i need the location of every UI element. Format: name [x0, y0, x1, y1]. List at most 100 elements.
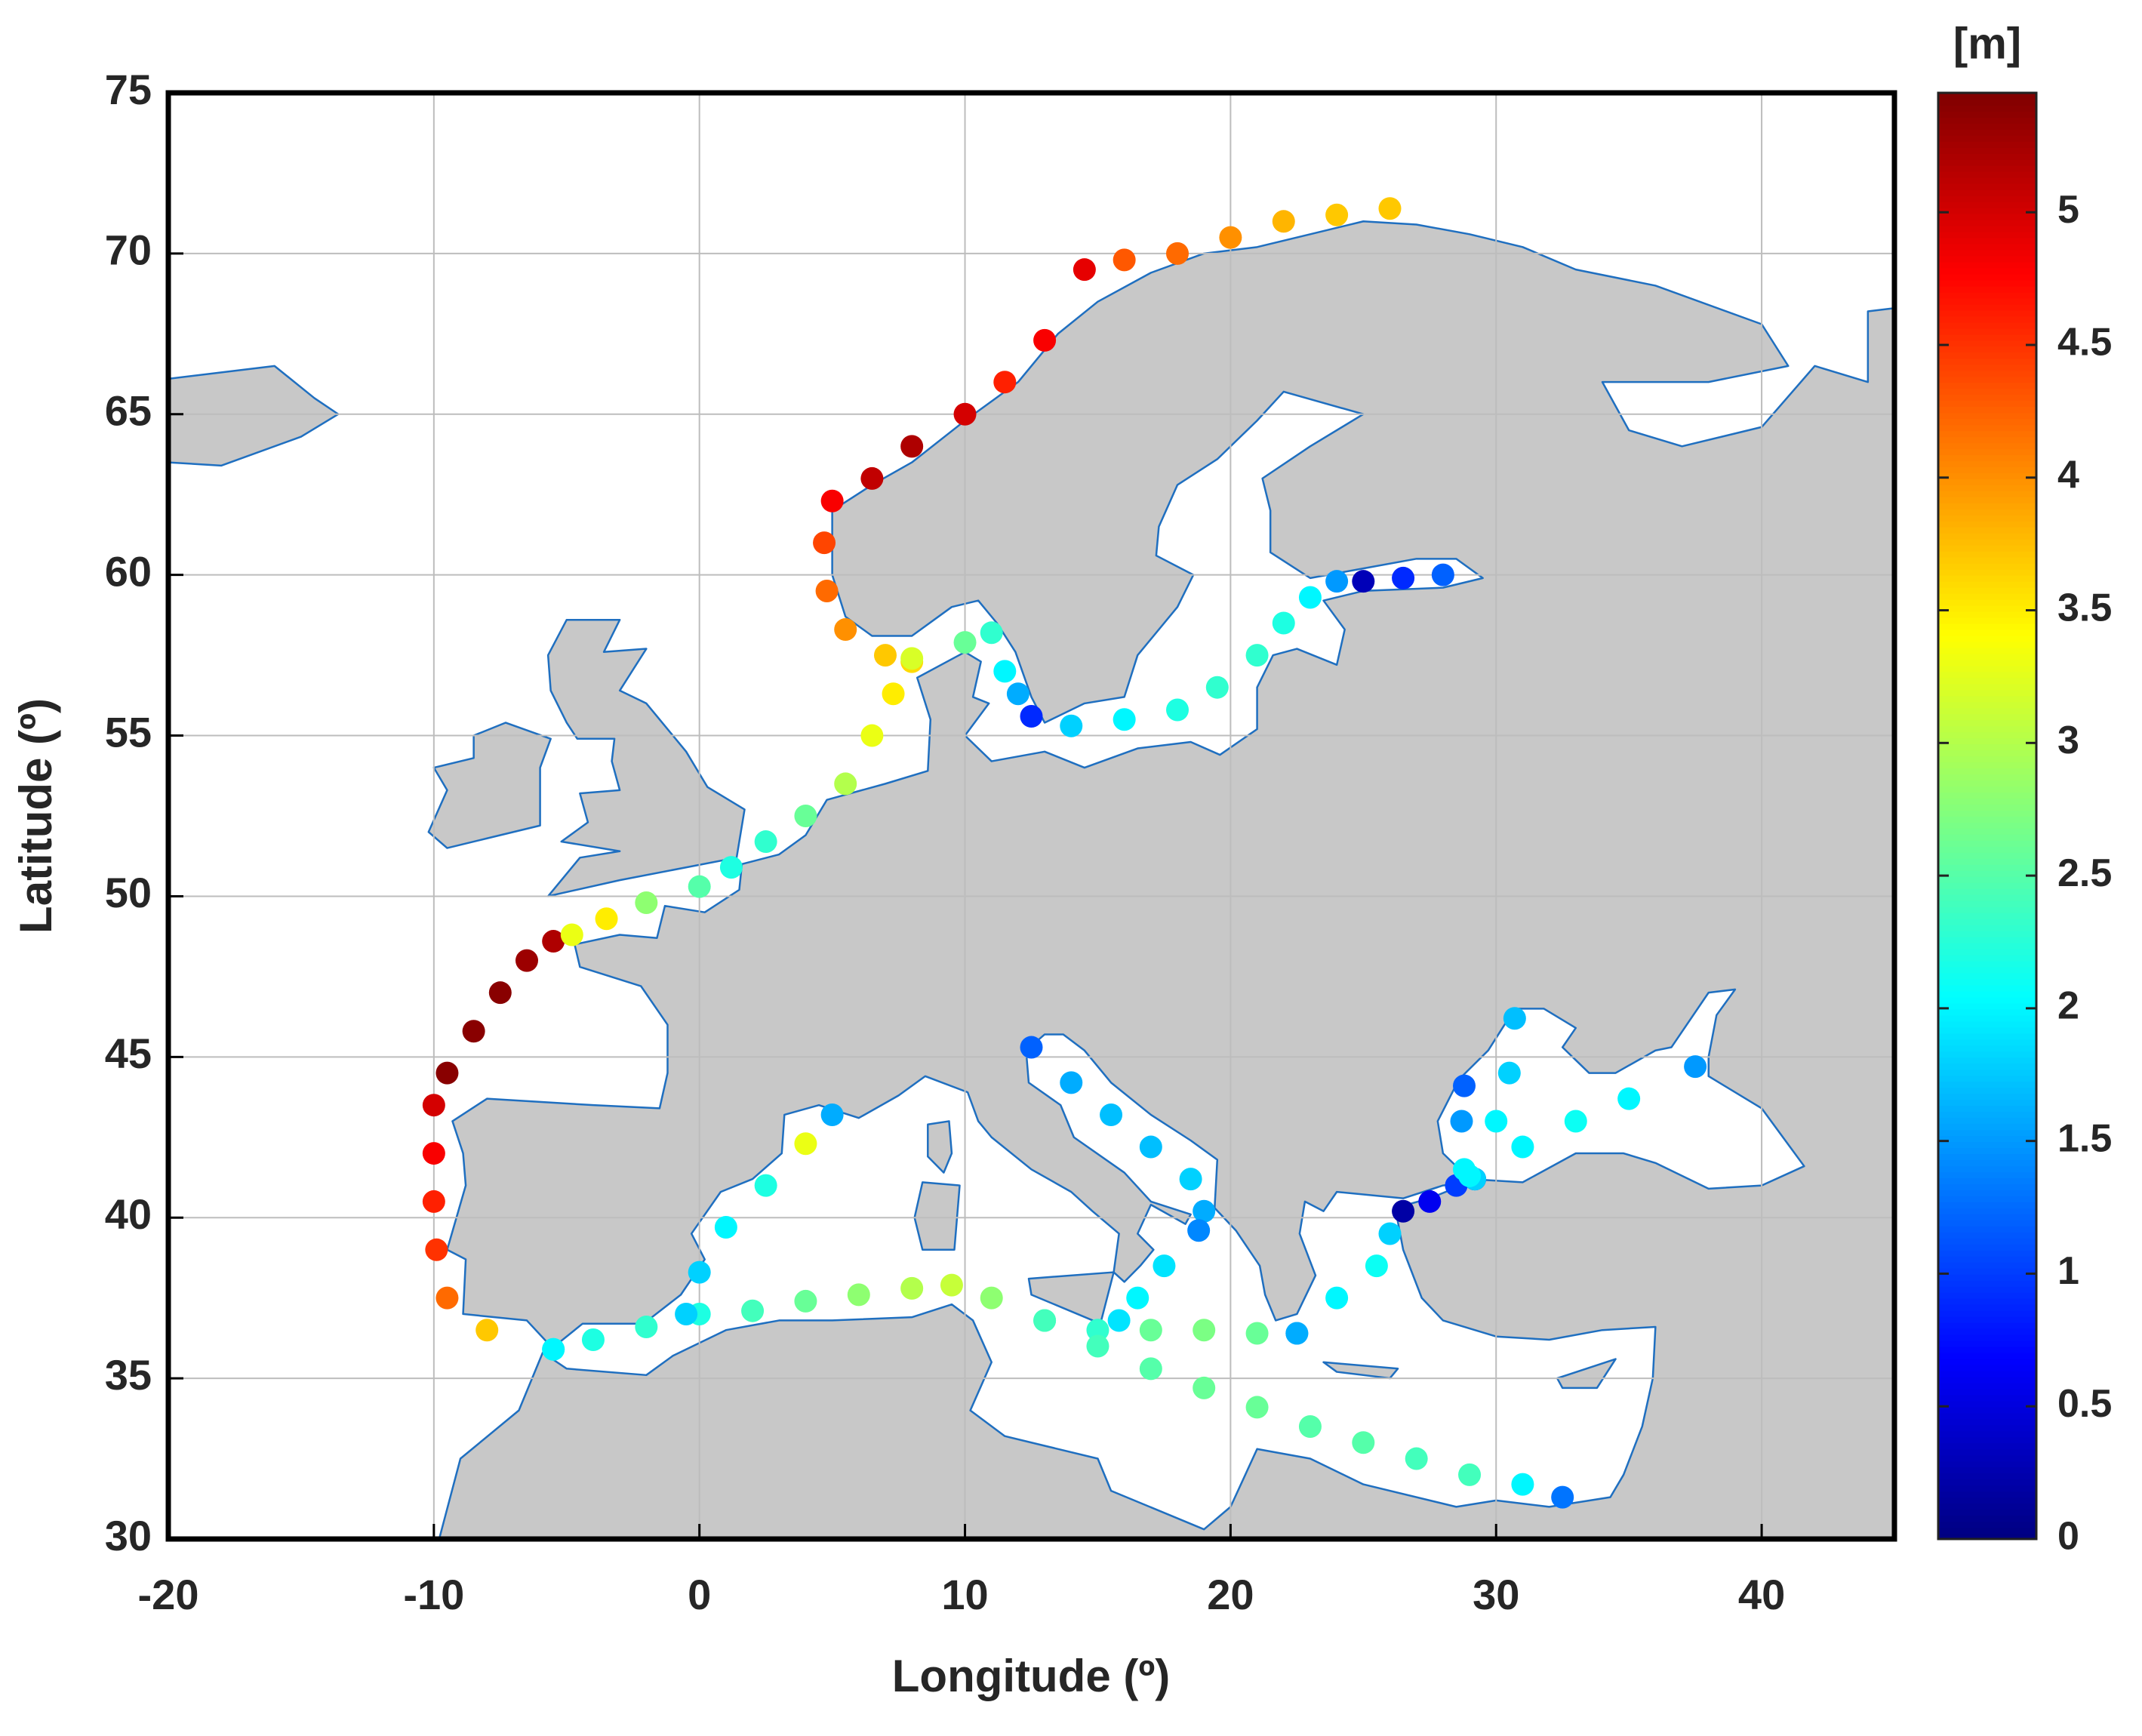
track-point [820, 1103, 844, 1126]
track-point [860, 466, 884, 490]
track-point [900, 435, 924, 458]
colorbar-swatch [1938, 1533, 2036, 1540]
colorbar-swatch [1938, 683, 2036, 691]
colorbar-swatch [1938, 623, 2036, 630]
track-point [688, 1260, 711, 1284]
colorbar-swatch [1938, 1352, 2036, 1359]
track-point [1453, 1074, 1476, 1097]
y-tick-label: 50 [105, 869, 152, 916]
track-point [794, 805, 817, 827]
colorbar-swatch [1938, 1189, 2036, 1196]
colorbar-swatch [1938, 948, 2036, 956]
colorbar-swatch [1938, 978, 2036, 986]
colorbar-swatch [1938, 798, 2036, 805]
colorbar-swatch [1938, 177, 2036, 184]
colorbar-swatch [1938, 490, 2036, 497]
colorbar-tick-label: 1.5 [2057, 1116, 2112, 1160]
track-point [1511, 1473, 1534, 1496]
colorbar-swatch [1938, 273, 2036, 281]
colorbar-swatch [1938, 1358, 2036, 1365]
track-point [488, 981, 512, 1005]
great-britain [548, 620, 744, 896]
colorbar-swatch [1938, 1219, 2036, 1227]
colorbar-swatch [1938, 388, 2036, 396]
colorbar-swatch [1938, 255, 2036, 263]
track-point [1245, 1322, 1269, 1345]
track-point [1325, 570, 1349, 593]
colorbar-swatch [1938, 122, 2036, 130]
colorbar-swatch [1938, 1081, 2036, 1088]
colorbar-swatch [1938, 821, 2036, 829]
colorbar-swatch [1938, 1057, 2036, 1064]
colorbar-tick-label: 1 [2057, 1249, 2079, 1293]
colorbar-swatch [1938, 448, 2036, 455]
colorbar-swatch [1938, 1279, 2036, 1287]
colorbar-swatch [1938, 1002, 2036, 1010]
colorbar-swatch [1938, 1388, 2036, 1396]
track-point [1107, 1309, 1131, 1332]
colorbar-swatch [1938, 1297, 2036, 1305]
track-point [422, 1094, 445, 1117]
colorbar-swatch [1938, 786, 2036, 793]
colorbar-swatch [1938, 165, 2036, 172]
y-tick-label: 45 [105, 1030, 152, 1077]
colorbar-swatch [1938, 1515, 2036, 1522]
track-point [635, 891, 658, 914]
colorbar-swatch [1938, 1087, 2036, 1094]
colorbar-swatch [1938, 605, 2036, 612]
track-point [820, 489, 844, 512]
colorbar-swatch [1938, 376, 2036, 383]
track-point [595, 907, 618, 931]
colorbar-swatch [1938, 1129, 2036, 1137]
colorbar-swatch [1938, 593, 2036, 600]
colorbar-swatch [1938, 1201, 2036, 1208]
colorbar-swatch [1938, 1159, 2036, 1167]
track-point [1113, 708, 1136, 731]
track-point [980, 1286, 1003, 1310]
track-point [719, 856, 743, 879]
colorbar-swatch [1938, 827, 2036, 835]
x-tick-label: 0 [688, 1571, 711, 1618]
colorbar-swatch [1938, 159, 2036, 166]
colorbar-swatch [1938, 436, 2036, 444]
colorbar-swatch [1938, 134, 2036, 142]
track-point [422, 1190, 445, 1213]
colorbar-swatch [1938, 1045, 2036, 1052]
track-point [515, 949, 538, 972]
colorbar-swatch [1938, 1117, 2036, 1125]
colorbar-swatch [1938, 189, 2036, 196]
colorbar-swatch [1938, 689, 2036, 697]
colorbar-swatch [1938, 213, 2036, 220]
colorbar-swatch [1938, 1099, 2036, 1107]
track-point [1193, 1376, 1216, 1399]
colorbar-swatch [1938, 1364, 2036, 1371]
track-point [834, 618, 857, 642]
colorbar-swatch [1938, 562, 2036, 570]
colorbar-swatch [1938, 1267, 2036, 1275]
track-point [1285, 1322, 1309, 1345]
colorbar-swatch [1938, 406, 2036, 414]
colorbar-swatch [1938, 424, 2036, 432]
colorbar-swatch [1938, 508, 2036, 516]
colorbar-tick-label: 4 [2057, 453, 2079, 497]
colorbar-swatch [1938, 701, 2036, 709]
colorbar-swatch [1938, 502, 2036, 509]
colorbar-swatch [1938, 334, 2036, 341]
track-point [1497, 1061, 1521, 1085]
colorbar-swatch [1938, 1382, 2036, 1390]
colorbar-swatch [1938, 816, 2036, 823]
track-point [1352, 1431, 1375, 1454]
colorbar-swatch [1938, 635, 2036, 642]
colorbar-swatch [1938, 1424, 2036, 1432]
track-point [1485, 1110, 1508, 1133]
colorbar-swatch [1938, 960, 2036, 968]
colorbar-swatch [1938, 599, 2036, 606]
colorbar-swatch [1938, 882, 2036, 889]
sardinia [915, 1182, 960, 1249]
track-point [1503, 1007, 1526, 1030]
colorbar-swatch [1938, 520, 2036, 528]
colorbar-swatch [1938, 707, 2036, 715]
colorbar-swatch [1938, 713, 2036, 721]
colorbar-tick-label: 0 [2057, 1515, 2079, 1559]
